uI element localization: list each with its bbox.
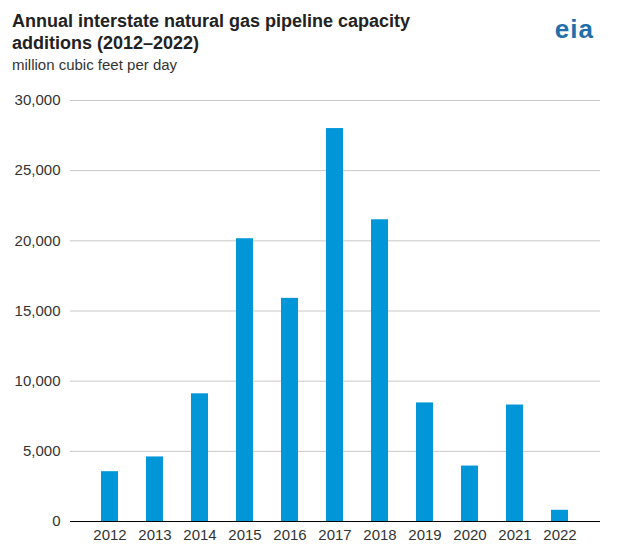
svg-text:20,000: 20,000: [15, 232, 61, 249]
svg-text:5,000: 5,000: [23, 442, 61, 459]
html-text:Annual interstate natural gas: Annual interstate natural gas pipeline c…: [12, 11, 411, 53]
svg-text:2017: 2017: [318, 526, 351, 543]
svg-text:2020: 2020: [453, 526, 486, 543]
html-text:million cubic feet per day: million cubic feet per day: [12, 56, 178, 73]
svg-text:2012: 2012: [93, 526, 126, 543]
svg-text:30,000: 30,000: [15, 91, 61, 108]
svg-text:2021: 2021: [498, 526, 531, 543]
svg-text:2016: 2016: [273, 526, 306, 543]
svg-text:2015: 2015: [228, 526, 261, 543]
html-text:eia: eia: [554, 14, 594, 44]
svg-text:15,000: 15,000: [15, 302, 61, 319]
svg-text:2022: 2022: [543, 526, 576, 543]
svg-text:0: 0: [52, 512, 60, 529]
svg-text:10,000: 10,000: [15, 372, 61, 389]
svg-text:2018: 2018: [363, 526, 396, 543]
svg-text:2014: 2014: [183, 526, 216, 543]
svg-text:2013: 2013: [138, 526, 171, 543]
svg-text:25,000: 25,000: [15, 161, 61, 178]
svg-text:2019: 2019: [408, 526, 441, 543]
